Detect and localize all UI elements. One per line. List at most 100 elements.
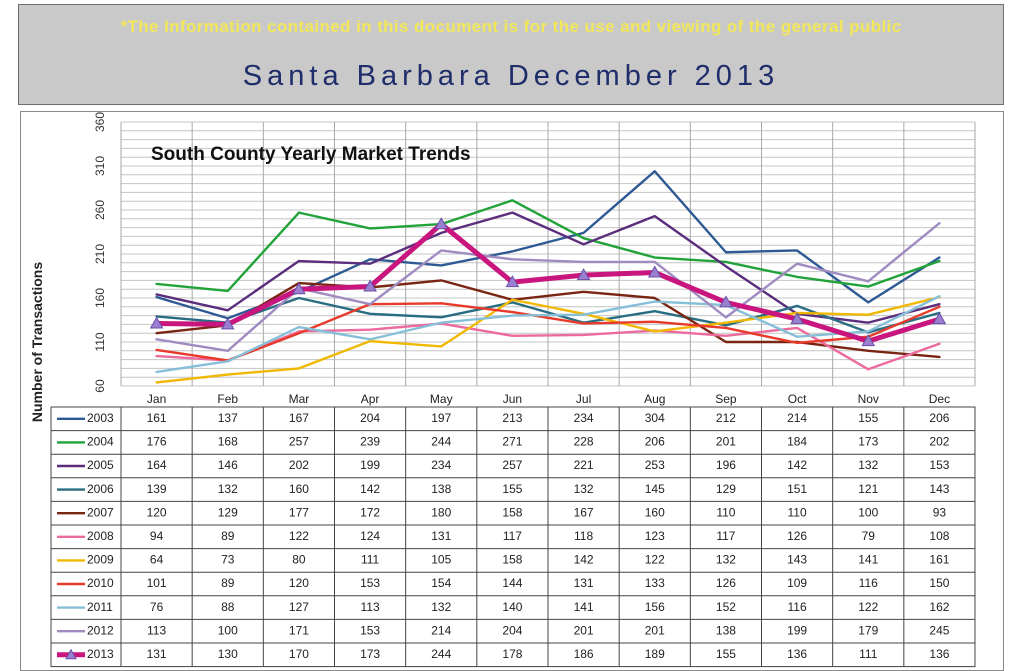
table-cell-2008: 79: [862, 529, 876, 543]
table-cell-2012: 201: [574, 623, 594, 637]
series-line-2005: [155, 211, 941, 324]
y-tick-label: 210: [93, 244, 107, 264]
data-point-2013: [149, 316, 164, 329]
table-cell-2009: 111: [361, 553, 380, 567]
disclaimer-text: *The Information contained in this docum…: [120, 17, 902, 36]
data-point-2013: [505, 275, 520, 288]
table-cell-2009: 143: [787, 553, 807, 567]
table-cell-2010: 120: [289, 576, 309, 590]
table-cell-2006: 143: [929, 482, 949, 496]
table-cell-2006: 160: [289, 482, 309, 496]
table-cell-2012: 199: [787, 623, 807, 637]
table-cell-2007: 120: [147, 505, 167, 519]
table-cell-2010: 153: [360, 576, 380, 590]
table-cell-2012: 204: [502, 623, 522, 637]
table-cell-2004: 201: [716, 435, 736, 449]
series-line-2004: [155, 199, 941, 293]
legend-label: 2004: [87, 435, 114, 449]
table-cell-2011: 127: [289, 600, 309, 614]
table-cell-2003: 206: [929, 411, 949, 425]
x-tick-label: Feb: [217, 392, 238, 406]
legend-label: 2010: [87, 576, 114, 590]
table-cell-2008: 123: [645, 529, 665, 543]
x-tick-label: Jul: [576, 392, 591, 406]
series-line-2013: [154, 221, 942, 344]
table-cell-2006: 129: [716, 482, 736, 496]
table-cell-2013: 130: [218, 647, 238, 661]
y-tick-label: 110: [93, 332, 107, 351]
table-cell-2009: 158: [502, 553, 522, 567]
report-header: *The Information contained in this docum…: [18, 4, 1004, 105]
table-cell-2005: 257: [502, 458, 522, 472]
table-cell-2012: 153: [360, 623, 380, 637]
table-cell-2011: 132: [431, 600, 451, 614]
table-cell-2012: 179: [858, 623, 878, 637]
table-cell-2008: 124: [360, 529, 380, 543]
table-cell-2011: 140: [502, 600, 522, 614]
table-cell-2010: 89: [221, 576, 235, 590]
table-cell-2012: 214: [431, 623, 451, 637]
table-cell-2007: 129: [218, 505, 238, 519]
legend-label: 2007: [87, 505, 114, 519]
table-cell-2005: 196: [716, 458, 736, 472]
table-cell-2005: 202: [289, 458, 309, 472]
data-point-2013: [719, 295, 733, 308]
table-cell-2010: 116: [859, 576, 878, 590]
table-cell-2009: 80: [292, 553, 306, 567]
table-cell-2006: 138: [431, 482, 451, 496]
table-cell-2004: 184: [787, 435, 807, 449]
y-tick-label: 360: [93, 112, 107, 132]
table-cell-2003: 304: [645, 411, 665, 425]
x-tick-label: Mar: [289, 392, 310, 406]
series-line-2011: [155, 295, 941, 374]
table-cell-2011: 152: [716, 600, 736, 614]
chart-frame: 60 110 160 210 260 310 360 Number of Transactio…: [20, 111, 1004, 671]
table-cell-2008: 118: [574, 529, 593, 543]
table-cell-2010: 133: [645, 576, 665, 590]
table-cell-2007: 158: [502, 505, 522, 519]
x-tick-label: May: [430, 392, 453, 406]
table-cell-2012: 113: [147, 623, 166, 637]
table-cell-2005: 132: [858, 458, 878, 472]
series-line-2010: [155, 302, 941, 362]
table-cell-2007: 172: [360, 505, 380, 519]
y-tick-label: 60: [93, 379, 107, 393]
table-cell-2003: 155: [858, 411, 878, 425]
table-cell-2013: 136: [787, 647, 807, 661]
table-cell-2005: 221: [574, 458, 594, 472]
table-cell-2007: 110: [716, 505, 735, 519]
table-cell-2010: 131: [574, 576, 594, 590]
table-cell-2003: 197: [431, 411, 451, 425]
table-cell-2009: 142: [574, 553, 594, 567]
table-cell-2012: 245: [929, 623, 949, 637]
table-cell-2006: 132: [574, 482, 594, 496]
table-cell-2009: 161: [929, 553, 949, 567]
report-title: Santa Barbara December 2013: [242, 60, 780, 92]
table-cell-2008: 131: [431, 529, 451, 543]
table-cell-2003: 167: [289, 411, 309, 425]
table-cell-2008: 126: [787, 529, 807, 543]
table-cell-2005: 164: [147, 458, 167, 472]
table-cell-2005: 234: [431, 458, 451, 472]
table-cell-2013: 173: [360, 647, 380, 661]
table-cell-2013: 186: [574, 647, 594, 661]
table-cell-2011: 116: [788, 600, 807, 614]
chart-title: South County Yearly Market Trends: [151, 144, 471, 165]
table-cell-2004: 228: [574, 435, 594, 449]
table-cell-2005: 146: [218, 458, 238, 472]
table-cell-2010: 144: [502, 576, 522, 590]
legend-label: 2011: [87, 600, 113, 614]
table-cell-2004: 257: [289, 435, 309, 449]
table-cell-2012: 201: [645, 623, 665, 637]
series-line-2009: [155, 295, 941, 384]
table-cell-2004: 176: [147, 435, 167, 449]
y-tick-label: 160: [93, 288, 107, 308]
table-cell-2006: 139: [147, 482, 167, 496]
table-cell-2004: 173: [858, 435, 878, 449]
x-tick-label: Dec: [929, 392, 950, 406]
table-cell-2010: 126: [716, 576, 736, 590]
table-cell-2012: 171: [289, 623, 309, 637]
table-cell-2013: 136: [929, 647, 949, 661]
table-cell-2010: 109: [787, 576, 807, 590]
table-cell-2008: 117: [716, 529, 735, 543]
